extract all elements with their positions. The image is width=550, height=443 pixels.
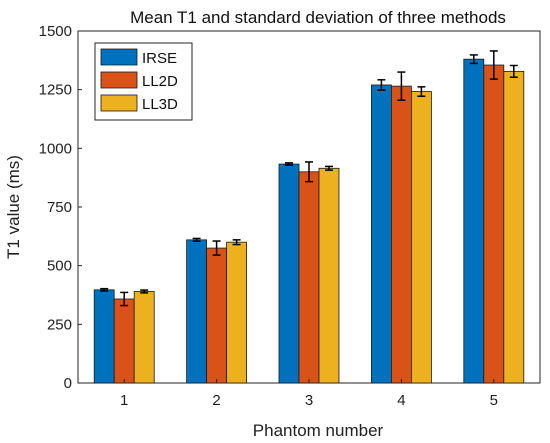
x-tick-label-5: 5 bbox=[490, 392, 498, 409]
plot-area: 1 2 3 4 5 0 250 500 750 1000 1250 1500 IRSE LL2D LL3D bbox=[39, 23, 541, 409]
legend-swatch-ll3d bbox=[100, 94, 138, 112]
error-bar-ll3d-4 bbox=[417, 86, 426, 97]
bar-ll3d-4 bbox=[410, 91, 432, 384]
legend-label-irse: IRSE bbox=[142, 50, 177, 67]
legend-swatch-irse bbox=[100, 48, 138, 66]
legend-label-ll3d: LL3D bbox=[142, 96, 178, 113]
legend-swatch-ll2d bbox=[100, 71, 138, 89]
bar-irse-5 bbox=[463, 58, 485, 384]
y-tick-label-1500: 1500 bbox=[39, 23, 72, 40]
x-tick-label-3: 3 bbox=[305, 392, 313, 409]
bar-ll3d-2 bbox=[226, 241, 248, 384]
error-bar-irse-5 bbox=[469, 54, 478, 65]
error-bar-ll3d-1 bbox=[140, 289, 149, 294]
error-bar-ll3d-3 bbox=[325, 165, 333, 171]
bar-ll2d-4 bbox=[390, 85, 412, 384]
error-bar-ll2d-4 bbox=[397, 71, 406, 101]
bar-irse-4 bbox=[370, 84, 392, 384]
y-tick-label-1000: 1000 bbox=[39, 140, 72, 157]
y-tick-label-1250: 1250 bbox=[39, 82, 72, 99]
legend: IRSE LL2D LL3D bbox=[94, 42, 193, 121]
error-bar-ll2d-3 bbox=[305, 161, 313, 183]
bar-irse-2 bbox=[186, 239, 208, 384]
error-bar-irse-1 bbox=[100, 287, 109, 292]
bar-ll3d-5 bbox=[503, 70, 525, 384]
bar-irse-3 bbox=[278, 163, 300, 384]
x-tick-label-4: 4 bbox=[397, 392, 405, 409]
bar-ll3d-3 bbox=[318, 167, 340, 384]
y-tick-label-0: 0 bbox=[64, 375, 72, 392]
bar-ll2d-1 bbox=[113, 298, 135, 384]
y-tick-label-750: 750 bbox=[47, 199, 72, 216]
error-bar-ll2d-2 bbox=[212, 240, 221, 256]
x-axis-label: Phantom number bbox=[253, 421, 384, 440]
error-bar-irse-2 bbox=[192, 237, 201, 243]
error-bar-irse-3 bbox=[285, 162, 293, 166]
y-tick-label-250: 250 bbox=[47, 316, 72, 333]
error-bar-ll2d-5 bbox=[489, 50, 498, 80]
x-tick-label-2: 2 bbox=[212, 392, 220, 409]
bar-ll2d-2 bbox=[206, 247, 228, 384]
x-tick-label-1: 1 bbox=[120, 392, 128, 409]
bar-ll2d-3 bbox=[298, 171, 320, 384]
y-tick-label-500: 500 bbox=[47, 258, 72, 275]
error-bar-ll2d-1 bbox=[120, 291, 129, 307]
error-bar-ll3d-2 bbox=[232, 239, 241, 246]
bar-irse-1 bbox=[93, 289, 115, 384]
y-axis-label: T1 value (ms) bbox=[4, 155, 23, 259]
error-bar-ll3d-5 bbox=[509, 64, 518, 78]
chart-title: Mean T1 and standard deviation of three … bbox=[130, 8, 506, 27]
bar-ll3d-1 bbox=[133, 291, 155, 384]
legend-label-ll2d: LL2D bbox=[142, 73, 178, 90]
bar-ll2d-5 bbox=[483, 64, 505, 384]
error-bar-irse-4 bbox=[377, 79, 386, 91]
